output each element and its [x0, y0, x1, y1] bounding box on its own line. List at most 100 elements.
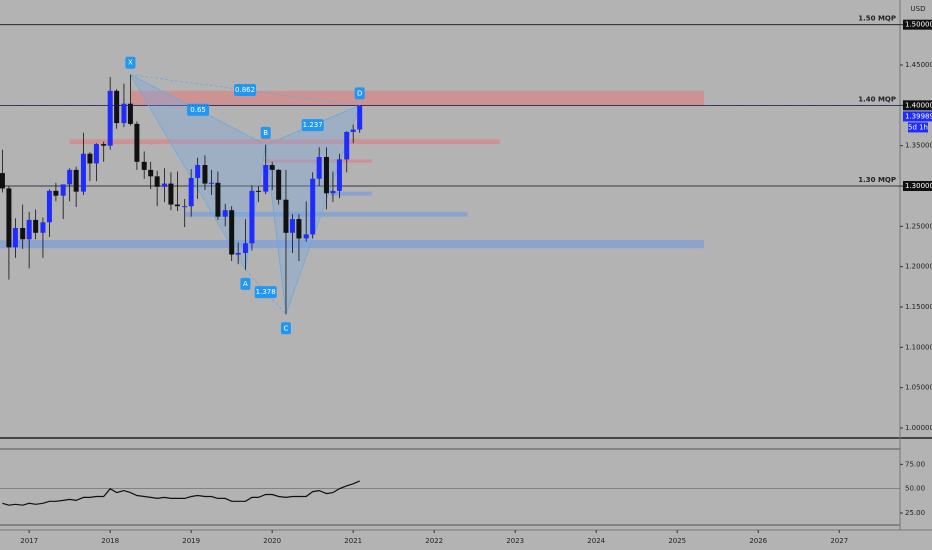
candle-body: [330, 190, 336, 194]
x-tick-label: 2017: [20, 537, 38, 545]
y-tick-highlight: [903, 181, 932, 192]
candle-body: [310, 178, 316, 235]
candle-body: [73, 169, 79, 192]
y-tick-highlight: [903, 100, 932, 111]
rsi-line: [2, 480, 360, 506]
candle-body: [195, 165, 201, 178]
candle-body: [12, 227, 18, 248]
x-tick-label: 2021: [344, 537, 362, 545]
rsi-tick-label: 25.00: [905, 509, 925, 517]
currency: USD: [911, 5, 926, 13]
y-tick-highlight: [903, 19, 932, 30]
y-tick-label: 1.50000: [905, 21, 932, 29]
rsi-tick-label: 75.00: [905, 460, 925, 468]
x-tick-label: 2025: [668, 537, 686, 545]
rsi-tick-label: 50.00: [905, 485, 925, 493]
candle-body: [323, 156, 329, 194]
candle-body: [269, 165, 275, 170]
candle-body: [202, 165, 208, 184]
y-tick-label: 1.30000: [905, 182, 932, 190]
candle-body: [289, 219, 295, 233]
last-price-box: [903, 111, 932, 122]
candle-body: [20, 227, 26, 240]
level-label: 1.40 MQP: [858, 95, 896, 103]
candle-body: [107, 90, 113, 146]
pattern-point-box: [240, 277, 251, 290]
pattern-point-box: [280, 322, 291, 335]
candle-body: [40, 222, 46, 233]
y-tick-label: 1.05000: [905, 384, 932, 392]
candle-body: [101, 144, 107, 146]
candle-body: [182, 206, 188, 208]
candle-body: [53, 190, 59, 196]
ratio-label: 1.237: [303, 121, 323, 129]
y-tick-label: 1.20000: [905, 263, 932, 271]
pattern-point-label: X: [128, 59, 133, 67]
candle-body: [229, 210, 235, 255]
ratio-label: 0.65: [190, 106, 206, 114]
candle-body: [26, 219, 32, 240]
y-tick-label: 1.35000: [905, 142, 932, 150]
x-tick-label: 2024: [587, 537, 605, 545]
ratio-label: 1.378: [256, 288, 276, 296]
candle-body: [249, 190, 255, 244]
candle-body: [0, 173, 5, 189]
candle-body: [357, 105, 363, 130]
pattern-point-box: [354, 87, 365, 100]
candle-body: [67, 169, 73, 185]
y-tick-label: 1.45000: [905, 61, 932, 69]
candle-body: [188, 177, 194, 207]
candle-body: [46, 190, 52, 223]
candle-body: [33, 219, 39, 233]
ratio-box: [187, 103, 210, 116]
y-tick-label: 1.25000: [905, 222, 932, 230]
candle-body: [6, 188, 12, 248]
candle-body: [350, 129, 356, 132]
zone: [330, 191, 372, 196]
ratio-label: 0.862: [235, 86, 255, 94]
candle-body: [60, 184, 66, 196]
x-tick-label: 2022: [425, 537, 443, 545]
candle-body: [336, 159, 342, 191]
candle-body: [316, 156, 322, 179]
candle-body: [263, 165, 269, 192]
candle-body: [127, 103, 133, 124]
candle-body: [174, 204, 180, 207]
candle-body: [344, 131, 350, 160]
candle-body: [168, 183, 174, 205]
candle-body: [222, 210, 228, 217]
candle-body: [114, 90, 120, 124]
candle-body: [80, 153, 86, 192]
candle-body: [296, 219, 302, 239]
candle-body: [276, 169, 282, 200]
y-tick-label: 1.10000: [905, 343, 932, 351]
countdown-box: [908, 122, 928, 133]
y-tick-label: 1.00000: [905, 424, 932, 432]
candle-body: [141, 161, 147, 170]
candle-body: [242, 243, 248, 253]
zone: [0, 240, 704, 249]
x-tick-label: 2019: [182, 537, 200, 545]
candle-body: [154, 176, 160, 187]
candle-body: [283, 199, 289, 233]
zone: [69, 139, 500, 145]
x-tick-label: 2026: [749, 537, 767, 545]
candle-body: [235, 252, 241, 255]
y-tick-label: 1.15000: [905, 303, 932, 311]
ratio-box: [234, 84, 257, 97]
level-label: 1.30 MQP: [858, 176, 896, 184]
ratio-box: [301, 119, 324, 132]
candle-body: [215, 182, 221, 217]
ratio-box: [254, 286, 277, 299]
last-price-label: 1.39989: [905, 112, 932, 120]
pattern-point-label: B: [263, 129, 268, 137]
x-tick-label: 2020: [263, 537, 281, 545]
x-tick-label: 2023: [506, 537, 524, 545]
candle-body: [93, 144, 99, 164]
pattern-point-box: [125, 56, 136, 69]
candle-body: [303, 234, 309, 239]
pattern-point-label: C: [284, 324, 289, 332]
candle-body: [161, 183, 167, 187]
candle-body: [121, 103, 127, 124]
